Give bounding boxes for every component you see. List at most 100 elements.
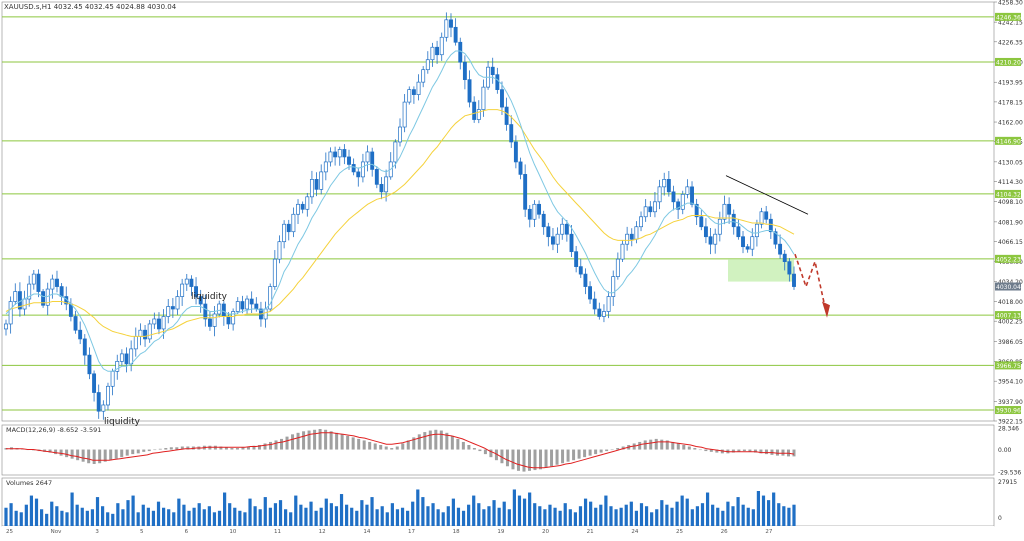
time-label: 17 — [408, 529, 415, 535]
candle-body — [59, 286, 64, 297]
macd-hist-bar — [461, 441, 465, 450]
level-label: 4052.23 — [996, 256, 1021, 263]
candle — [444, 12, 449, 42]
macd-hist-bar — [384, 446, 388, 450]
volume-bar — [660, 500, 664, 526]
macd-hist-bar — [373, 443, 377, 450]
macd-hist-bar — [252, 445, 256, 450]
liquidity-label-bottom: liquidity — [104, 417, 141, 427]
volume-bar — [65, 512, 69, 526]
candle-body — [513, 141, 518, 163]
volume-bar — [467, 504, 471, 526]
candle-body — [384, 176, 389, 193]
candle — [282, 220, 287, 249]
volume-bar — [263, 497, 267, 526]
candle-body — [671, 191, 676, 203]
volume-bar — [111, 513, 115, 526]
candle — [741, 230, 745, 254]
volume-bar — [172, 512, 176, 526]
candle — [4, 319, 8, 336]
macd-hist-bar — [522, 449, 526, 472]
candle — [203, 294, 208, 327]
time-label: 5 — [140, 529, 144, 535]
candle — [147, 319, 152, 343]
volume-bar — [182, 504, 186, 526]
candle — [175, 290, 180, 315]
candle — [286, 219, 291, 241]
candle — [551, 228, 555, 251]
volume-bar — [85, 510, 89, 526]
macd-panel[interactable] — [4, 429, 796, 472]
candle-body — [198, 296, 203, 305]
macd-hist-bar — [467, 444, 471, 450]
candle-body — [217, 303, 222, 315]
candle — [157, 312, 161, 335]
candle-body — [787, 261, 792, 275]
candle-body — [129, 348, 134, 365]
candle-body — [45, 288, 50, 306]
candle — [45, 282, 50, 316]
candle-body — [532, 203, 537, 220]
macd-tick-label: 28.346 — [998, 426, 1019, 433]
candle-body — [745, 246, 750, 250]
time-label: 3 — [95, 529, 99, 535]
candle-body — [194, 286, 198, 297]
candle-body — [170, 306, 175, 310]
price-panel[interactable] — [2, 12, 994, 420]
candle — [523, 164, 528, 217]
volume-bar — [233, 507, 237, 526]
candle-body — [555, 233, 560, 245]
time-label: 18 — [453, 529, 460, 535]
macd-hist-bar — [114, 449, 118, 459]
volume-bar — [156, 501, 161, 526]
macd-hist-bar — [533, 449, 537, 471]
candle-body — [50, 278, 55, 290]
candle-body — [666, 179, 671, 193]
volume-tick-label: 27915 — [998, 479, 1017, 486]
candle — [578, 258, 583, 279]
macd-hist-bar — [605, 449, 609, 452]
macd-hist-bar — [318, 429, 322, 450]
candle-body — [467, 79, 472, 103]
volume-bar — [461, 510, 466, 526]
volume-bar — [309, 501, 313, 526]
macd-hist-bar — [164, 448, 168, 450]
candle-body — [430, 46, 435, 61]
macd-tick-label: -29.536 — [998, 470, 1021, 477]
volume-bar — [782, 506, 786, 526]
macd-hist-bar — [500, 449, 504, 464]
volume-bar — [390, 503, 394, 526]
macd-hist-bar — [434, 429, 438, 450]
time-label: 26 — [721, 529, 728, 535]
candle-body — [22, 298, 27, 310]
price-tick-label: 4081.90 — [998, 219, 1023, 226]
candle-body — [124, 353, 129, 365]
macd-hist-bar — [302, 431, 306, 450]
candle-body — [439, 36, 444, 56]
macd-hist-bar — [54, 449, 58, 455]
candle — [708, 227, 713, 255]
candle — [680, 190, 685, 215]
volume-panel[interactable] — [4, 489, 796, 526]
candle — [82, 334, 87, 365]
candle-body — [615, 258, 620, 277]
candle-body — [328, 151, 333, 163]
volume-bar — [24, 504, 28, 526]
candle — [639, 211, 643, 232]
price-tick-label: 3954.10 — [998, 379, 1023, 386]
candle-body — [342, 149, 347, 158]
candle — [194, 277, 198, 305]
volume-bar — [421, 497, 425, 526]
candle-body — [481, 86, 486, 110]
candle-body — [175, 296, 180, 310]
candle — [495, 67, 500, 94]
volume-bar — [39, 509, 44, 526]
candle-body — [4, 323, 8, 330]
volume-bar — [502, 501, 506, 526]
volume-bar — [472, 495, 476, 526]
candle-body — [458, 41, 463, 63]
candle-body — [157, 318, 161, 330]
volume-bar — [792, 504, 796, 526]
